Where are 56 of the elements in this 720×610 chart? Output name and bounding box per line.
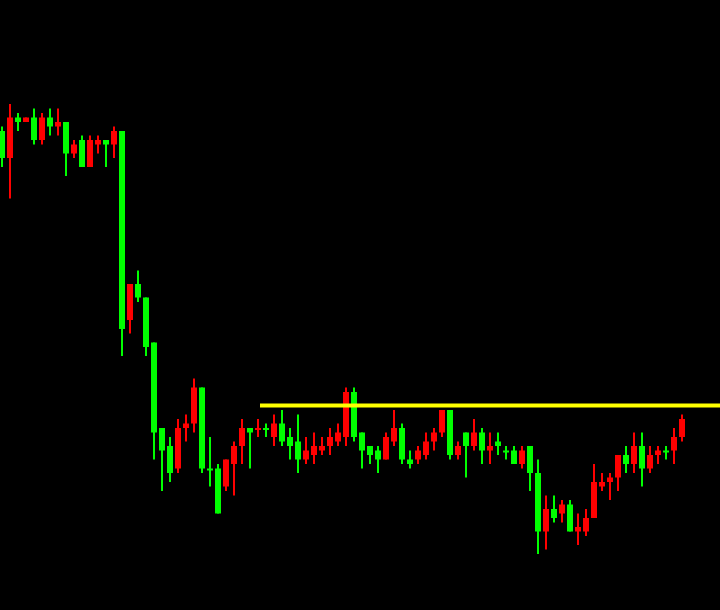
candlestick [47, 107, 53, 137]
candlestick [127, 283, 133, 335]
candlestick [623, 445, 629, 474]
candlestick [135, 269, 141, 303]
candlestick [591, 463, 597, 519]
candlestick [567, 499, 573, 533]
candlestick [487, 431, 493, 465]
candlestick [103, 139, 109, 168]
candlestick [0, 125, 5, 168]
candlestick [399, 422, 405, 465]
candlestick [231, 440, 237, 497]
candlestick [479, 427, 485, 465]
candlestick [287, 427, 293, 461]
candlestick [311, 431, 317, 465]
candlestick [559, 499, 565, 524]
candlestick [471, 418, 477, 452]
candlestick [79, 134, 85, 168]
candlestick [247, 427, 253, 470]
candlestick [39, 112, 45, 146]
candlestick [87, 134, 93, 168]
candlestick [303, 436, 309, 465]
candlestick [375, 445, 381, 474]
candlestick [575, 512, 581, 546]
candlestick [239, 418, 245, 465]
candlestick [423, 431, 429, 461]
candlestick [543, 494, 549, 551]
candlestick [615, 454, 621, 492]
candlestick [639, 431, 645, 488]
candlestick [295, 413, 301, 474]
candlestick [527, 445, 533, 492]
candlestick [215, 463, 221, 515]
candlestick [63, 121, 69, 177]
candlestick [583, 508, 589, 537]
candlestick [519, 445, 525, 470]
candlestick [279, 409, 285, 447]
candlestick [191, 377, 197, 434]
candlestick [7, 103, 13, 200]
candlestick [447, 409, 453, 461]
candlestick [647, 445, 653, 474]
candlestick [431, 427, 437, 452]
candlestick [31, 107, 37, 146]
candlestick [351, 386, 357, 443]
candlestick [55, 107, 61, 137]
candlestick [551, 494, 557, 524]
candlestick [343, 386, 349, 447]
candlestick [175, 418, 181, 474]
candlestick [383, 431, 389, 461]
candlestick [679, 413, 685, 443]
candlestick [167, 436, 173, 483]
candlestick [327, 427, 333, 456]
candlestick [631, 431, 637, 474]
candlestick [463, 431, 469, 479]
candlestick [271, 413, 277, 447]
candlestick [439, 409, 445, 438]
candlestick [671, 427, 677, 465]
candlestick [111, 125, 117, 159]
